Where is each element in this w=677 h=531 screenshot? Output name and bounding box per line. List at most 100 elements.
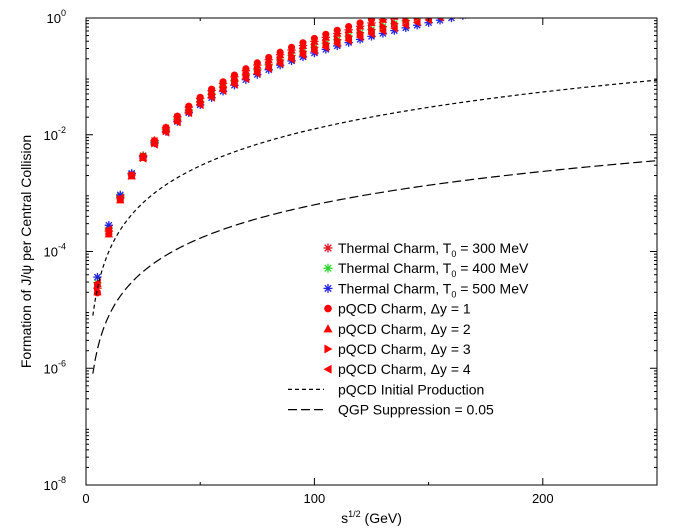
point-marker xyxy=(402,9,410,17)
point-marker xyxy=(527,0,535,4)
point-marker xyxy=(527,0,535,7)
point-marker xyxy=(447,0,455,7)
x-tick-label: 200 xyxy=(532,491,554,506)
point-marker xyxy=(288,51,296,60)
point-marker xyxy=(402,9,410,17)
point-marker xyxy=(413,7,421,15)
point-marker xyxy=(264,55,273,64)
legend-item-4: pQCD Charm, Δy = 1 xyxy=(324,301,471,317)
point-marker xyxy=(116,193,124,203)
point-marker xyxy=(436,9,444,17)
point-marker xyxy=(323,243,333,253)
point-marker xyxy=(436,0,444,8)
x-tick-label: 100 xyxy=(304,491,326,506)
point-marker xyxy=(344,36,353,45)
point-marker xyxy=(161,128,170,137)
plot-area xyxy=(92,0,657,374)
point-marker xyxy=(253,69,261,78)
point-marker xyxy=(173,117,181,127)
point-marker xyxy=(299,47,308,56)
point-marker xyxy=(436,1,444,9)
point-marker xyxy=(459,0,467,3)
point-marker xyxy=(539,0,547,5)
point-marker xyxy=(104,225,113,234)
y-axis-title: Formation of J/ψ per Central Collision xyxy=(18,135,34,368)
point-marker xyxy=(324,344,333,354)
point-marker xyxy=(402,6,409,13)
y-tick-label: 10-4 xyxy=(44,242,66,260)
point-marker xyxy=(356,28,365,37)
point-marker xyxy=(504,0,512,3)
x-axis-title-rest: (GeV) xyxy=(361,510,402,526)
series-9 xyxy=(92,160,657,374)
point-marker xyxy=(230,80,238,89)
point-marker xyxy=(321,33,331,41)
point-marker xyxy=(207,93,215,102)
point-marker xyxy=(493,0,501,5)
point-marker xyxy=(436,18,444,22)
legend-item-9: QGP Suppression = 0.05 xyxy=(288,402,494,418)
point-marker xyxy=(310,37,319,45)
point-marker xyxy=(448,5,456,13)
point-marker xyxy=(412,18,421,27)
point-marker xyxy=(310,47,318,56)
point-marker xyxy=(425,0,432,7)
point-marker xyxy=(505,0,513,2)
y-tick-exponent: -6 xyxy=(58,358,66,368)
point-marker xyxy=(378,26,387,36)
x-tick-label: 0 xyxy=(82,491,89,506)
point-marker xyxy=(447,0,455,5)
point-marker xyxy=(368,25,376,34)
legend-item-6: pQCD Charm, Δy = 3 xyxy=(324,341,471,357)
point-marker xyxy=(378,18,388,23)
legend-item-7: pQCD Charm, Δy = 4 xyxy=(323,361,471,377)
point-marker xyxy=(413,18,421,22)
point-marker xyxy=(275,59,284,69)
point-marker xyxy=(471,1,479,9)
legend-label: Thermal Charm, T0 = 400 MeV xyxy=(338,260,529,279)
legend-label: pQCD Charm, Δy = 4 xyxy=(338,361,471,377)
point-marker xyxy=(379,22,388,31)
point-marker xyxy=(355,21,365,30)
point-marker xyxy=(447,6,455,14)
point-marker xyxy=(196,100,204,110)
legend-label: pQCD Charm, Δy = 3 xyxy=(338,341,471,357)
x-axis-title-base: s xyxy=(341,510,348,526)
point-marker xyxy=(424,4,432,12)
point-marker xyxy=(482,7,490,15)
point-marker xyxy=(402,18,410,25)
point-marker xyxy=(493,2,501,10)
point-marker xyxy=(470,6,478,14)
point-marker xyxy=(345,31,353,41)
y-tick-label: 100 xyxy=(47,8,66,26)
point-marker xyxy=(494,0,502,4)
point-marker xyxy=(323,283,333,293)
legend-label: pQCD Initial Production xyxy=(338,381,484,397)
point-marker xyxy=(414,3,421,10)
point-marker xyxy=(298,51,307,60)
point-marker xyxy=(401,21,410,30)
point-marker xyxy=(539,0,547,2)
point-marker xyxy=(218,86,227,95)
point-marker xyxy=(470,0,478,2)
point-marker xyxy=(184,108,193,118)
y-tick-exponent: -8 xyxy=(58,475,66,485)
point-marker xyxy=(333,35,342,44)
y-tick-exponent: -2 xyxy=(58,125,66,135)
legend-label: Thermal Charm, T0 = 300 MeV xyxy=(338,240,529,259)
y-tick-exponent: 0 xyxy=(61,8,66,18)
legend-item-3: Thermal Charm, T0 = 500 MeV xyxy=(323,280,529,299)
point-marker xyxy=(321,43,330,52)
point-marker xyxy=(413,6,421,14)
x-axis-title-sup: 1/2 xyxy=(348,509,361,519)
point-marker xyxy=(504,3,512,11)
point-marker xyxy=(561,0,569,2)
point-marker xyxy=(311,42,319,52)
point-marker xyxy=(391,9,398,16)
point-marker xyxy=(424,18,432,25)
point-marker xyxy=(516,0,524,1)
point-marker xyxy=(470,9,478,17)
legend-label: pQCD Charm, Δy = 1 xyxy=(338,301,471,317)
point-marker xyxy=(493,5,501,13)
point-marker xyxy=(276,55,285,65)
